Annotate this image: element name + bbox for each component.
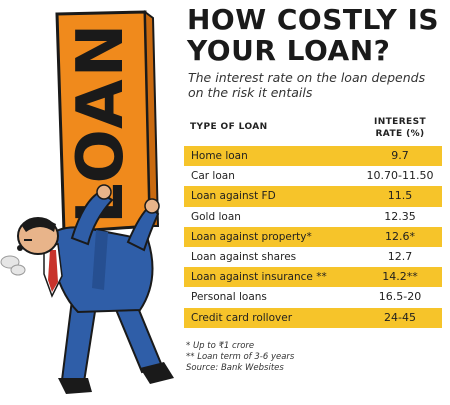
table-row: Loan against insurance ** 14.2**	[184, 267, 442, 288]
loan-type: Personal loans	[191, 291, 267, 304]
subtitle-line-1: The interest rate on the loan depends	[188, 70, 426, 85]
interest-rate: 12.35	[384, 209, 416, 223]
table-row: Loan against FD 11.5	[184, 186, 442, 207]
illustration-man-carrying-loan-sign: LOAN	[0, 0, 200, 401]
loan-type: Gold loan	[191, 210, 241, 223]
table-row: Credit card rollover 24-45	[184, 307, 442, 328]
loan-type: Home loan	[191, 150, 248, 162]
interest-rate: 24-45	[384, 310, 416, 324]
subtitle: The interest rate on the loan depends on…	[188, 70, 448, 100]
interest-rate: 14.2**	[382, 270, 418, 284]
interest-rate: 12.7	[387, 249, 413, 263]
interest-rate: 10.70-11.50	[366, 169, 434, 183]
loan-type: Loan against FD	[191, 190, 276, 203]
interest-rate: 16.5-20	[378, 290, 422, 304]
title-line-2: YOUR LOAN?	[187, 34, 391, 67]
page-title: HOW COSTLY IS YOUR LOAN?	[187, 4, 449, 66]
table-row: Car loan 10.70-11.50	[184, 166, 442, 186]
shoes	[58, 362, 174, 394]
table-row: Loan against shares 12.7	[184, 247, 442, 267]
source-note: Source: Bank Websites	[186, 363, 284, 373]
column-header-type: TYPE OF LOAN	[190, 122, 268, 132]
breath-puff	[0, 255, 26, 276]
suit-jacket	[46, 226, 154, 314]
head	[17, 217, 59, 255]
footnotes: * Up to ₹1 crore ** Loan term of 3-6 yea…	[186, 341, 446, 374]
table-row: Personal loans 16.5-20	[184, 287, 442, 307]
loan-type: Credit card rollover	[191, 311, 293, 324]
table-row: Loan against property* 12.6*	[184, 226, 442, 247]
subtitle-line-2: on the risk it entails	[188, 85, 313, 100]
title-line-1: HOW COSTLY IS	[187, 3, 440, 36]
loan-rate-table: Home loan 9.7 Car loan 10.70-11.50 Loan …	[184, 146, 442, 328]
table-row: Gold loan 12.35	[184, 207, 442, 227]
column-header-rate-line-1: INTEREST	[373, 117, 427, 127]
footnote-insurance: ** Loan term of 3-6 years	[186, 352, 295, 362]
table-row: Home loan 9.7	[184, 146, 442, 167]
loan-type: Loan against insurance **	[191, 271, 327, 284]
loan-type: Loan against shares	[191, 250, 297, 263]
footnote-property: * Up to ₹1 crore	[186, 341, 255, 351]
column-header-rate: INTEREST RATE (%)	[360, 116, 440, 140]
loan-type: Loan against property*	[191, 230, 312, 243]
loan-type: Car loan	[191, 170, 235, 183]
interest-rate: 12.6*	[385, 229, 415, 243]
column-header-rate-line-2: RATE (%)	[375, 129, 425, 139]
interest-rate: 9.7	[391, 149, 409, 162]
tie	[43, 243, 63, 298]
interest-rate: 11.5	[387, 189, 413, 203]
arms	[70, 184, 160, 252]
